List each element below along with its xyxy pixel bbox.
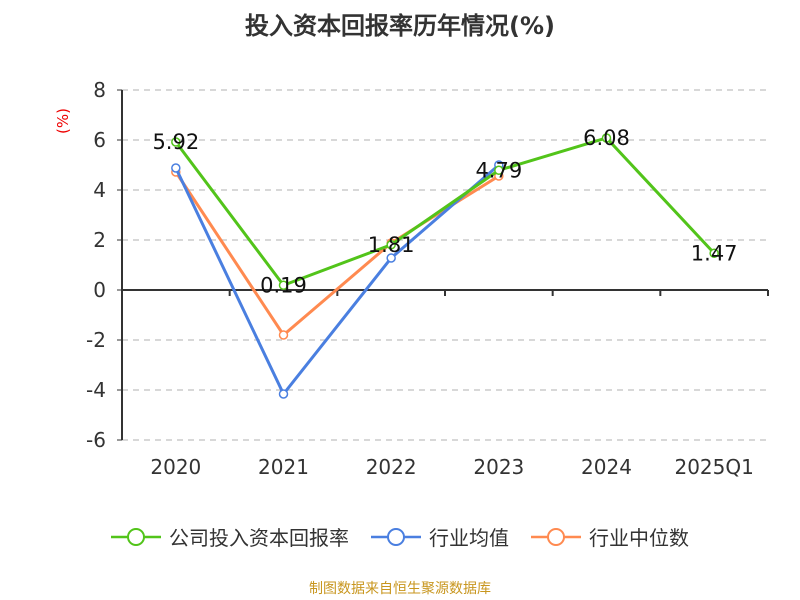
data-point xyxy=(601,133,612,143)
y-tick-label: 4 xyxy=(93,178,106,202)
data-point xyxy=(494,165,504,175)
x-tick-label: 2021 xyxy=(258,455,309,479)
legend-marker-icon xyxy=(371,527,421,546)
chart-title: 投入资本回报率历年情况(%) xyxy=(245,12,555,40)
series-line xyxy=(174,171,500,338)
data-label: 5.92 xyxy=(152,130,199,154)
legend-label: 行业中位数 xyxy=(589,526,689,550)
data-label: 1.81 xyxy=(368,233,415,257)
data-point xyxy=(386,240,396,250)
data-point xyxy=(386,253,396,263)
legend-marker-icon xyxy=(531,527,581,546)
data-point xyxy=(278,330,289,340)
data-point xyxy=(171,163,181,173)
y-tick-label: 6 xyxy=(93,128,106,152)
data-label: 4.79 xyxy=(475,158,522,182)
legend-item[interactable]: 公司投入资本回报率 xyxy=(111,522,349,551)
y-tick-label: -6 xyxy=(86,428,106,452)
x-tick-label: 2022 xyxy=(366,455,417,479)
legend-marker-icon xyxy=(111,527,161,546)
legend-item[interactable]: 行业中位数 xyxy=(531,522,689,551)
legend-label: 行业均值 xyxy=(429,526,509,550)
data-point xyxy=(278,280,289,290)
source-note: 制图数据来自恒生聚源数据库 xyxy=(309,581,491,597)
data-point xyxy=(278,389,289,399)
series-line xyxy=(174,163,500,397)
y-tick-label: 2 xyxy=(93,228,106,252)
x-tick-label: 2024 xyxy=(581,455,632,479)
x-tick-label: 2023 xyxy=(473,455,524,479)
data-label: 0.19 xyxy=(260,273,307,297)
data-label: 6.08 xyxy=(583,126,630,150)
legend-item[interactable]: 行业均值 xyxy=(371,522,509,551)
data-point xyxy=(709,248,719,258)
y-tick-label: -4 xyxy=(86,378,106,402)
y-tick-label: 0 xyxy=(93,278,106,302)
y-tick-label: 8 xyxy=(93,78,106,102)
y-tick-label: -2 xyxy=(86,328,106,352)
data-label: 1.47 xyxy=(691,241,738,265)
series-line xyxy=(174,136,716,288)
x-tick-label: 2020 xyxy=(150,455,201,479)
legend: 公司投入资本回报率 行业均值 行业中位数 xyxy=(0,522,800,551)
x-tick-label: 2025Q1 xyxy=(674,455,753,479)
legend-label: 公司投入资本回报率 xyxy=(169,526,349,550)
data-point xyxy=(171,137,181,147)
